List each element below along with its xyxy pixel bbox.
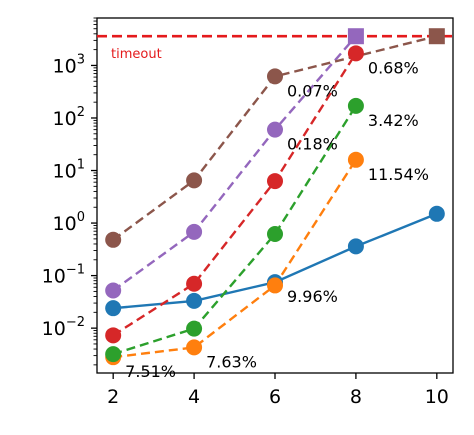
series-line: [112, 52, 357, 337]
data-point: [267, 121, 283, 138]
data-point: [267, 173, 283, 190]
data-point: [105, 346, 122, 363]
percentage-label: 0.18%: [287, 135, 338, 154]
timeout-marker: [428, 28, 445, 45]
data-point: [105, 231, 122, 248]
data-point: [105, 300, 122, 317]
y-tick-label: 101: [53, 158, 85, 183]
timeout-label: timeout: [111, 47, 162, 62]
percentage-label: 3.42%: [368, 111, 419, 130]
series-line: [112, 35, 357, 292]
x-tick-label: 2: [107, 386, 119, 408]
y-tick-label: 102: [53, 105, 85, 130]
data-point: [186, 292, 203, 309]
data-point: [428, 205, 445, 222]
x-tick-label: 10: [425, 386, 449, 408]
y-tick-label: 103: [53, 52, 85, 77]
x-tick-label: 6: [269, 386, 281, 408]
data-point: [347, 151, 364, 168]
x-tick-label: 4: [188, 386, 200, 408]
series-line: [112, 105, 357, 356]
data-point: [347, 238, 364, 255]
x-tick-label: 8: [350, 386, 362, 408]
data-point: [267, 277, 283, 294]
data-point: [267, 225, 283, 242]
y-tick-label: 10−1: [42, 263, 85, 288]
data-point: [347, 97, 364, 114]
timeout-marker: [347, 28, 364, 45]
percentage-label: 11.54%: [368, 165, 429, 184]
data-point: [186, 172, 203, 189]
percentage-label: 0.68%: [368, 58, 419, 77]
data-point: [267, 68, 283, 85]
y-tick-label: 100: [53, 210, 85, 235]
data-point: [186, 320, 203, 337]
percentage-label: 7.51%: [125, 362, 176, 381]
percentage-label: 9.96%: [287, 287, 338, 306]
series-line: [113, 159, 357, 359]
data-point: [105, 282, 122, 299]
data-point: [347, 45, 364, 62]
data-point: [186, 223, 203, 240]
data-point: [105, 327, 122, 344]
data-point: [186, 339, 203, 356]
y-tick-label: 10−2: [42, 315, 85, 340]
percentage-label: 7.63%: [206, 352, 257, 371]
percentage-label: 0.07%: [287, 81, 338, 100]
data-point: [186, 275, 203, 292]
